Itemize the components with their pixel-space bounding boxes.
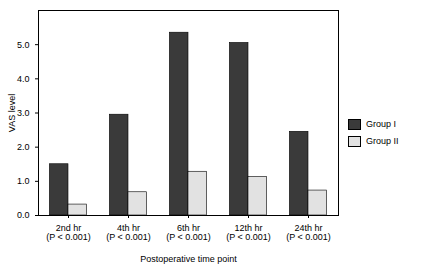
svg-text:Postoperative time point: Postoperative time point xyxy=(140,254,237,264)
html-text:Group II: Group II xyxy=(366,136,399,146)
svg-text:2.0: 2.0 xyxy=(17,142,30,152)
svg-text:2nd hr(P < 0.001): 2nd hr(P < 0.001) xyxy=(46,223,91,242)
svg-text:6th hr(P < 0.001): 6th hr(P < 0.001) xyxy=(166,223,211,242)
html-text:Group I: Group I xyxy=(366,119,396,129)
svg-text:12th hr(P < 0.001): 12th hr(P < 0.001) xyxy=(226,223,271,242)
svg-text:4th hr(P < 0.001): 4th hr(P < 0.001) xyxy=(106,223,151,242)
svg-text:1.0: 1.0 xyxy=(17,176,30,186)
svg-text:5.0: 5.0 xyxy=(17,40,30,50)
svg-text:0.0: 0.0 xyxy=(17,210,30,220)
svg-text:3.0: 3.0 xyxy=(17,108,30,118)
svg-text:VAS level: VAS level xyxy=(7,94,17,132)
svg-text:4.0: 4.0 xyxy=(17,74,30,84)
svg-text:24th hr(P < 0.001): 24th hr(P < 0.001) xyxy=(286,223,331,242)
